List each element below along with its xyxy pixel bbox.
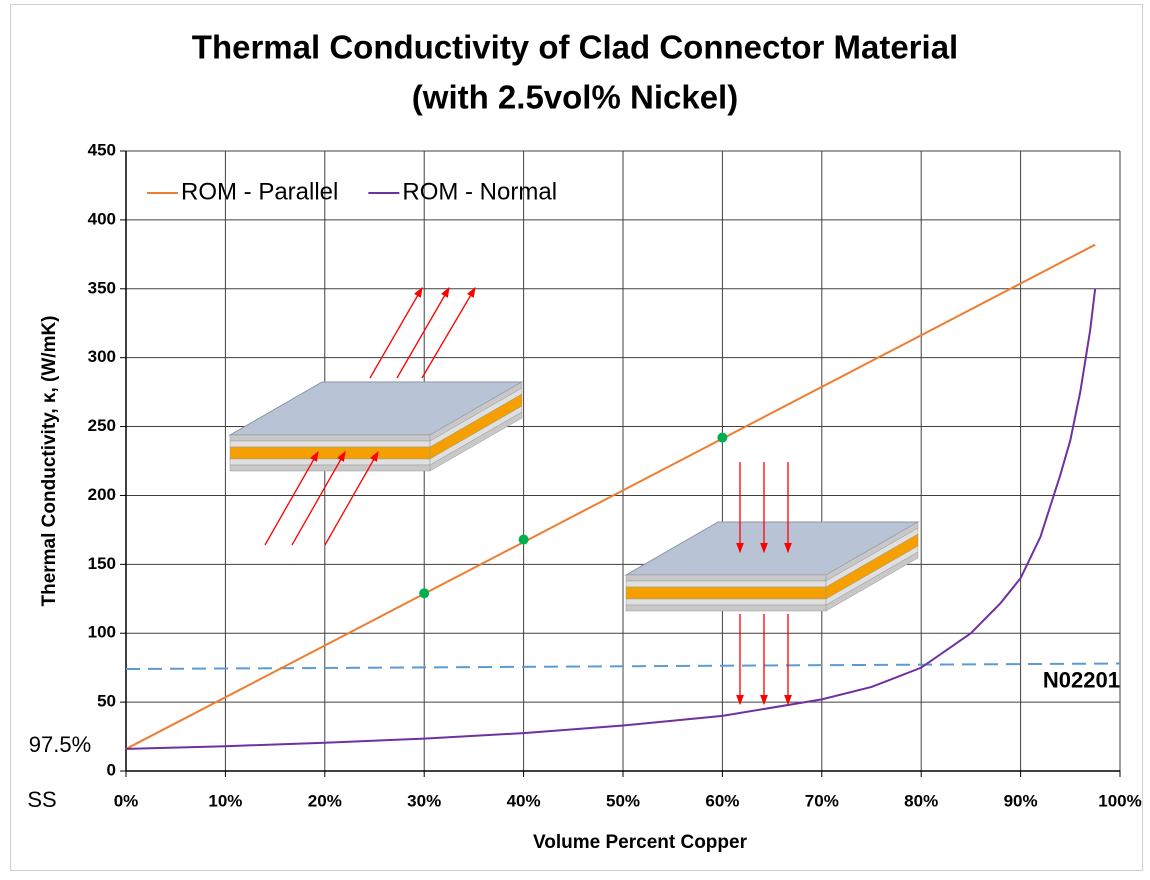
annotation: SS [27, 787, 56, 812]
y-tick-label: 300 [88, 347, 116, 366]
x-tick-label: 60% [705, 791, 739, 810]
legend-label: ROM - Parallel [181, 178, 338, 205]
x-tick-label: 30% [407, 791, 441, 810]
series-line [126, 245, 1095, 749]
x-tick-label: 70% [805, 791, 839, 810]
chart: Thermal Conductivity of Clad Connector M… [0, 0, 1150, 875]
y-tick-label: 450 [88, 140, 116, 159]
y-tick-label: 350 [88, 278, 116, 297]
chart-subtitle: (with 2.5vol% Nickel) [412, 79, 738, 116]
x-tick-label: 20% [308, 791, 342, 810]
y-tick-label: 100 [88, 623, 116, 642]
y-tick-label: 0 [107, 760, 116, 779]
x-tick-label: 40% [507, 791, 541, 810]
y-tick-label: 400 [88, 209, 116, 228]
x-tick-label: 100% [1098, 791, 1141, 810]
x-tick-label: 80% [904, 791, 938, 810]
chart-title: Thermal Conductivity of Clad Connector M… [192, 29, 958, 66]
plot-area: 0 50 100 150 200 250 300 350 400 450 0% 10% 20% 30% 40… [88, 140, 1142, 810]
legend-label: ROM - Normal [402, 178, 557, 205]
y-axis-label: Thermal Conductivity, κ, (W/mK) [39, 315, 60, 606]
marker-point [419, 588, 429, 598]
marker-point [717, 433, 727, 443]
y-tick-label: 200 [88, 485, 116, 504]
x-tick-label: 50% [606, 791, 640, 810]
frame [11, 5, 1143, 871]
y-tick-label: 50 [97, 692, 116, 711]
annotation: 97.5% [29, 732, 91, 757]
y-tick-label: 250 [88, 416, 116, 435]
reference-label: N02201 [1043, 667, 1120, 692]
y-tick-label: 150 [88, 554, 116, 573]
x-tick-label: 0% [114, 791, 139, 810]
marker-point [519, 535, 529, 545]
x-tick-label: 10% [208, 791, 242, 810]
x-axis-label: Volume Percent Copper [533, 832, 748, 853]
x-tick-label: 90% [1004, 791, 1038, 810]
